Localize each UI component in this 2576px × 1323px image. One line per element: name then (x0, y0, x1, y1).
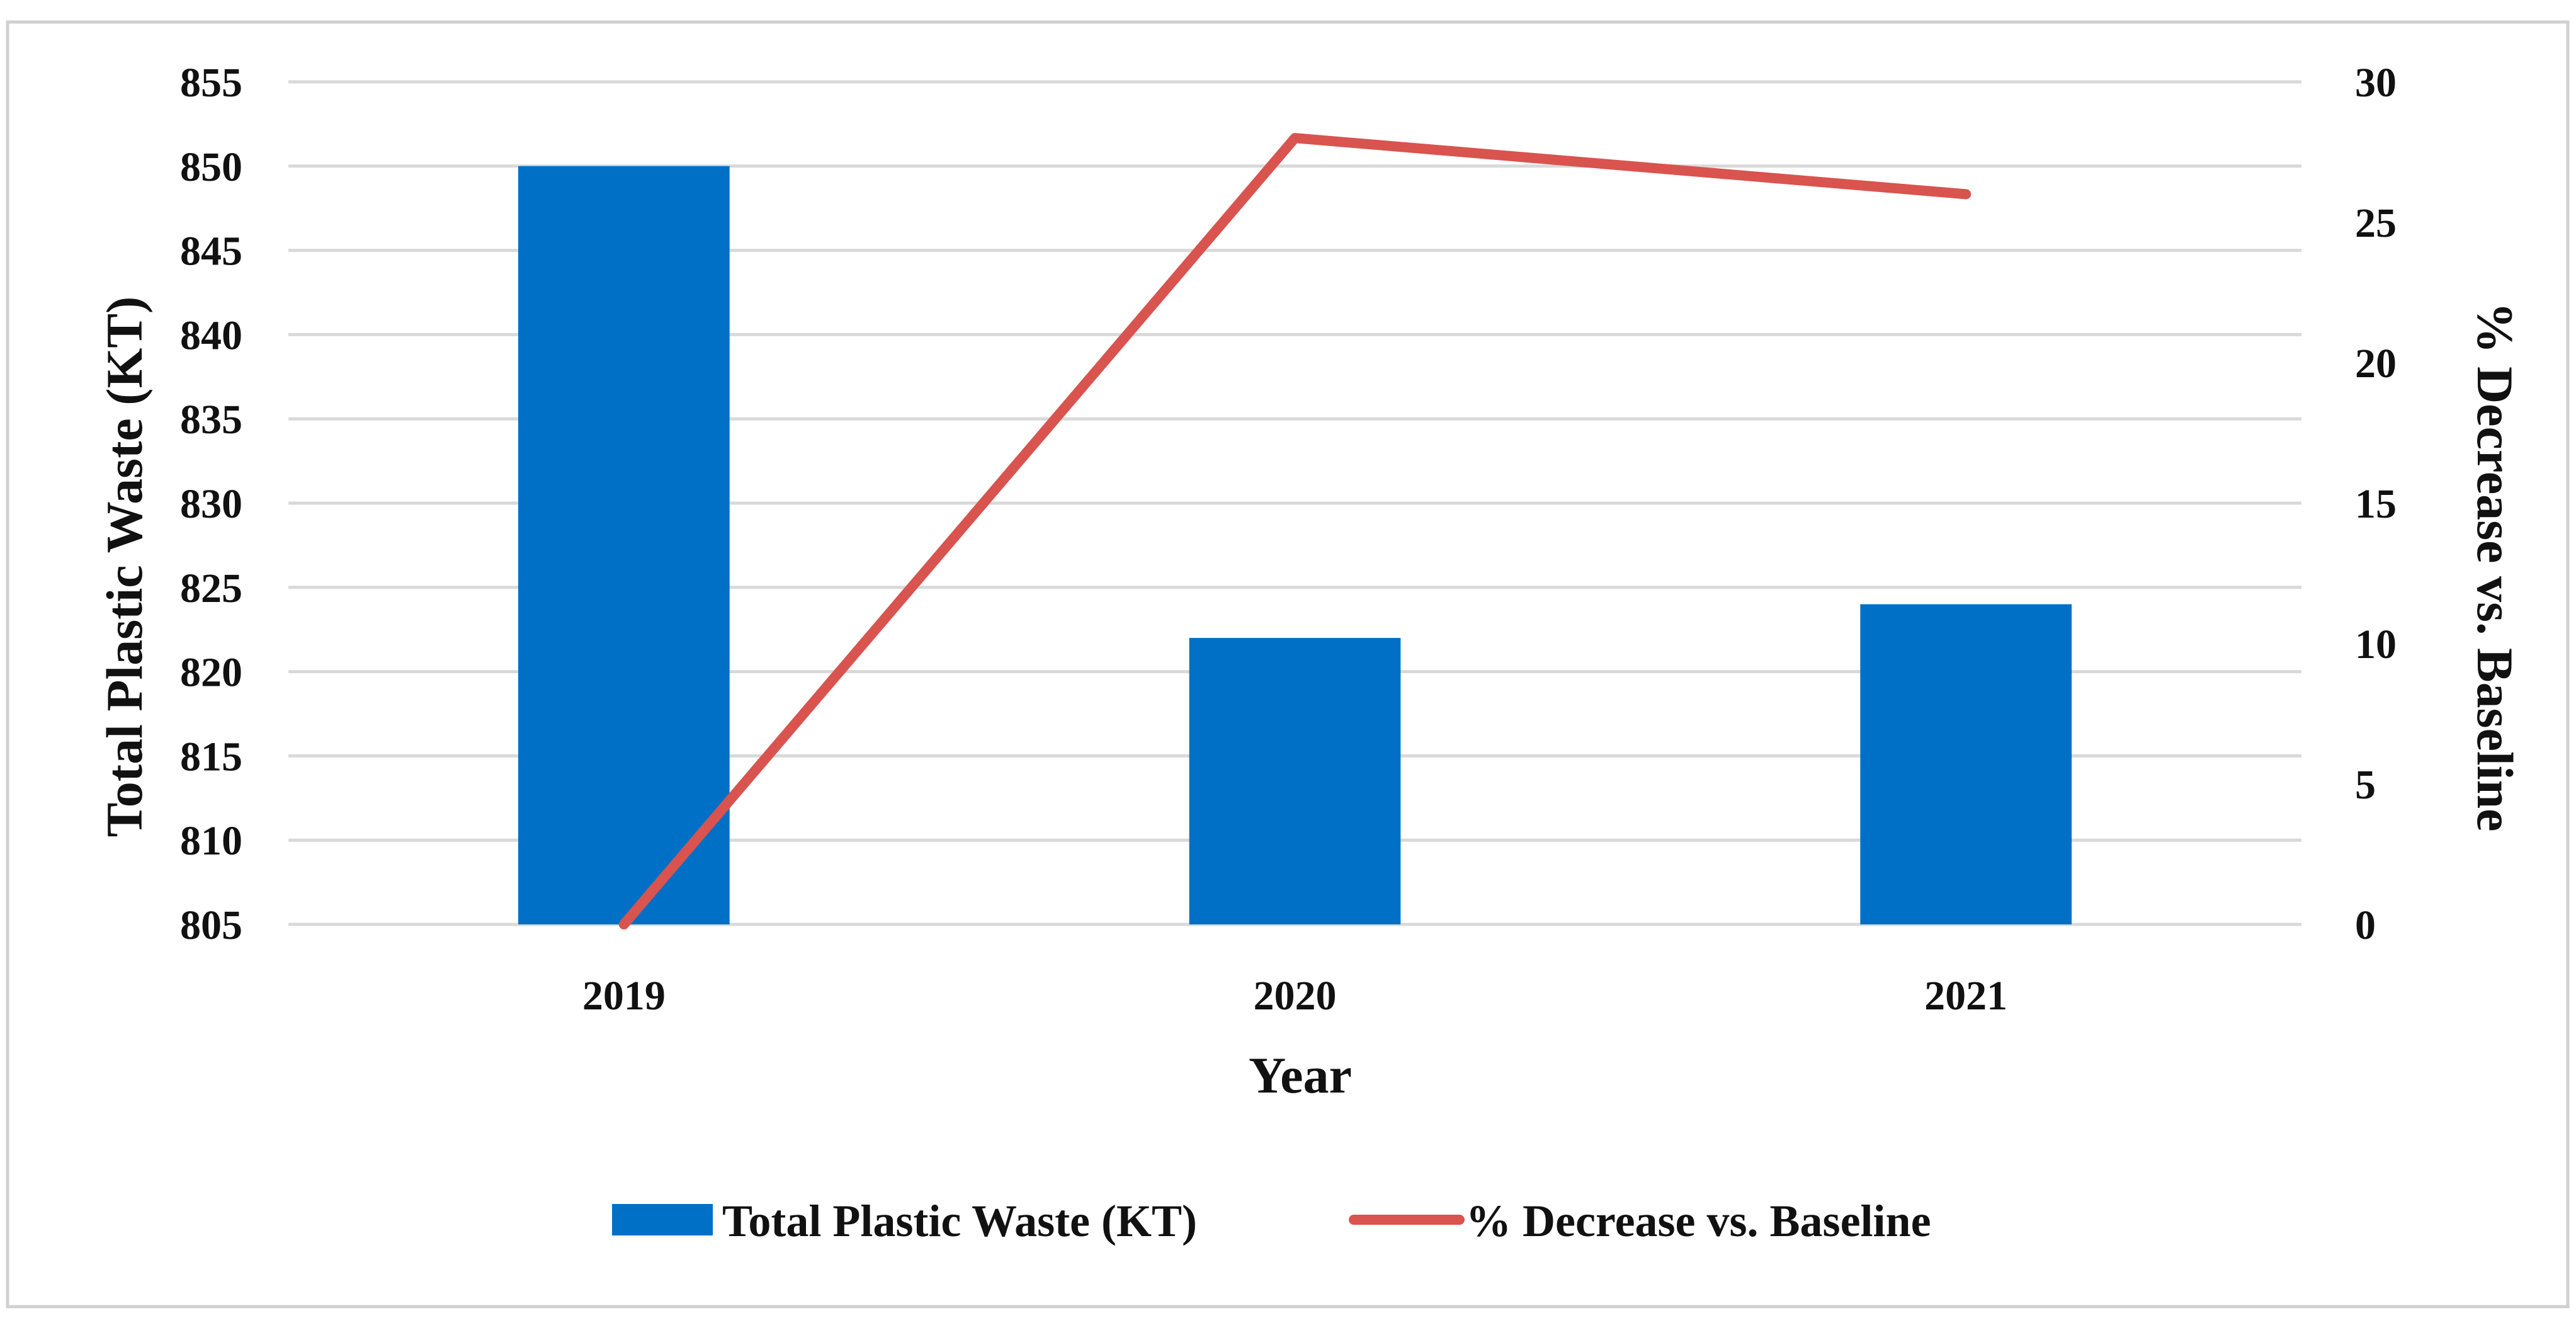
left-tick-label: 820 (180, 650, 242, 696)
right-axis-title: % Decrease vs. Baseline (2466, 302, 2524, 831)
bar (518, 166, 730, 924)
left-tick-label: 815 (180, 734, 242, 780)
right-tick-label: 25 (2355, 200, 2397, 246)
left-tick-label: 855 (180, 60, 242, 106)
left-tick-label: 810 (180, 818, 242, 864)
x-axis-title: Year (1249, 1047, 1352, 1104)
left-tick-label: 830 (180, 481, 242, 527)
legend-line-label: % Decrease vs. Baseline (1466, 1196, 1931, 1246)
legend-bar-label: Total Plastic Waste (KT) (722, 1196, 1197, 1246)
line-series (618, 133, 1972, 929)
bar (1189, 638, 1401, 924)
left-tick-label: 850 (180, 144, 242, 190)
right-tick-label: 20 (2355, 341, 2397, 387)
x-axis-ticks: 2019 2020 2021 (582, 973, 2007, 1019)
right-tick-label: 30 (2355, 60, 2397, 106)
left-tick-label: 845 (180, 229, 242, 275)
bar (1860, 604, 2072, 924)
left-axis-ticks: 805 810 815 820 825 830 835 840 845 850 855 (180, 60, 242, 948)
left-tick-label: 825 (180, 565, 242, 611)
right-axis-ticks: 0 5 10 15 20 25 30 (2355, 60, 2397, 948)
right-tick-label: 15 (2355, 481, 2397, 527)
series-line (618, 133, 1972, 929)
left-axis-title: Total Plastic Waste (KT) (96, 297, 153, 838)
bar-series (518, 166, 2072, 924)
left-tick-label: 835 (180, 397, 242, 443)
left-tick-label: 805 (180, 902, 242, 948)
left-tick-label: 840 (180, 312, 242, 358)
legend-bar-swatch (612, 1204, 713, 1235)
x-tick-label: 2019 (582, 973, 666, 1019)
x-tick-label: 2020 (1254, 973, 1337, 1019)
right-tick-label: 5 (2355, 762, 2376, 808)
legend: Total Plastic Waste (KT) % Decrease vs. … (612, 1196, 1931, 1246)
x-tick-label: 2021 (1924, 973, 2007, 1019)
right-tick-label: 10 (2355, 622, 2397, 667)
right-tick-label: 0 (2355, 902, 2376, 948)
